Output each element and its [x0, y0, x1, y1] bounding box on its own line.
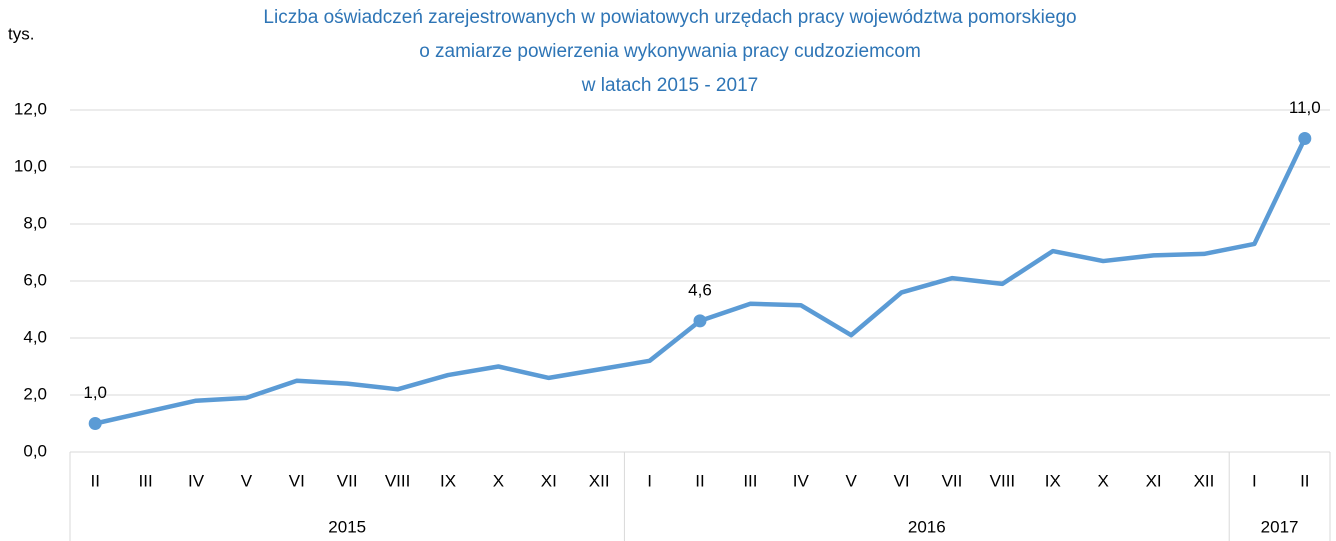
x-tick-label: III: [139, 471, 153, 490]
y-tick-label: 8,0: [23, 213, 47, 232]
x-tick-label: II: [1300, 471, 1309, 490]
x-tick-label: XI: [1146, 471, 1162, 490]
x-tick-label: VII: [337, 471, 358, 490]
x-tick-label: V: [846, 471, 858, 490]
x-tick-label: VIII: [385, 471, 411, 490]
x-tick-label: XI: [541, 471, 557, 490]
y-tick-label: 10,0: [14, 156, 47, 175]
x-tick-label: VI: [289, 471, 305, 490]
group-label: 2016: [908, 517, 946, 536]
y-tick-label: 12,0: [14, 99, 47, 118]
data-label: 11,0: [1289, 98, 1321, 117]
x-tick-label: X: [1098, 471, 1109, 490]
x-tick-label: IX: [1045, 471, 1061, 490]
x-tick-label: VI: [894, 471, 910, 490]
x-tick-label: II: [695, 471, 704, 490]
y-tick-label: 6,0: [23, 270, 47, 289]
x-tick-label: III: [743, 471, 757, 490]
marker: [1298, 132, 1312, 145]
x-tick-label: V: [241, 471, 253, 490]
marker: [88, 417, 102, 430]
x-tick-label: I: [1252, 471, 1257, 490]
chart-title: o zamiarze powierzenia wykonywania pracy…: [419, 41, 921, 62]
group-label: 2017: [1261, 517, 1299, 536]
x-tick-label: I: [647, 471, 652, 490]
x-tick-label: IV: [188, 471, 205, 490]
chart-title: Liczba oświadczeń zarejestrowanych w pow…: [263, 7, 1076, 28]
x-tick-label: IV: [793, 471, 810, 490]
x-tick-label: XII: [589, 471, 610, 490]
x-tick-label: II: [90, 471, 99, 490]
x-tick-label: XII: [1194, 471, 1215, 490]
y-tick-label: 4,0: [23, 327, 47, 346]
group-label: 2015: [328, 517, 366, 536]
x-tick-label: IX: [440, 471, 456, 490]
data-label: 4,6: [688, 280, 712, 299]
y-tick-label: 2,0: [23, 384, 47, 403]
x-tick-label: X: [493, 471, 504, 490]
x-tick-label: VII: [942, 471, 963, 490]
marker: [693, 314, 707, 328]
y-axis-label: tys.: [8, 24, 34, 43]
y-tick-label: 0,0: [23, 441, 47, 460]
data-label: 1,0: [83, 383, 107, 402]
chart-title: w latach 2015 - 2017: [581, 75, 758, 96]
x-tick-label: VIII: [990, 471, 1016, 490]
